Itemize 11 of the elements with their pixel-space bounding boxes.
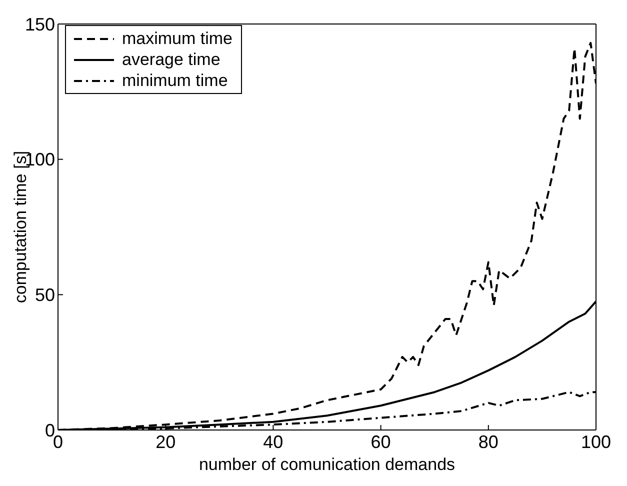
legend-label: minimum time [122, 70, 228, 91]
legend-label: maximum time [122, 28, 233, 49]
legend-label: average time [122, 49, 220, 70]
x-tick-label: 20 [156, 432, 176, 452]
x-tick-label: 80 [478, 432, 498, 452]
x-tick-label: 60 [370, 432, 391, 452]
x-axis-title: number of comunication demands [198, 455, 456, 474]
x-tick-label: 40 [263, 432, 284, 452]
y-tick-label: 50 [34, 285, 55, 306]
x-tick-label: 100 [580, 432, 612, 452]
y-tick-label: 150 [24, 14, 55, 34]
